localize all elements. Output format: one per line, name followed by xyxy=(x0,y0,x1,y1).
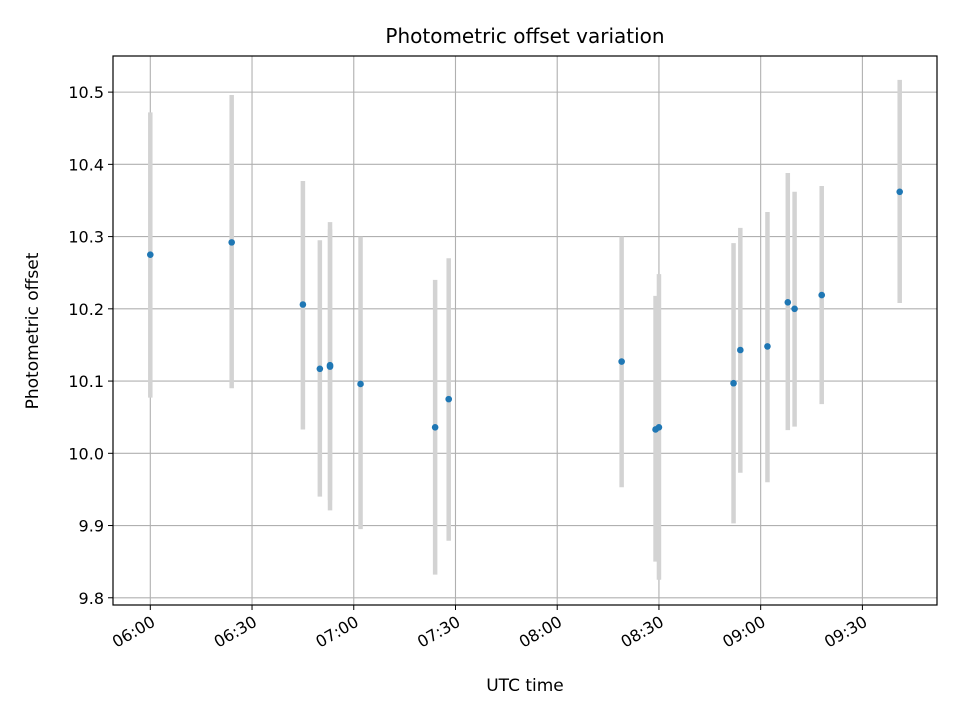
error-bars xyxy=(148,79,902,580)
x-axis-ticks: 06:00 06:30 07:00 07:30 08:00 08:30 09:00 09:30 xyxy=(109,605,870,652)
data-point xyxy=(818,291,826,299)
x-tick-label: 07:00 xyxy=(312,612,361,652)
data-point xyxy=(618,358,625,365)
plot-frame xyxy=(112,55,938,606)
x-tick-label: 06:00 xyxy=(109,612,158,652)
data-point xyxy=(896,188,903,196)
y-axis-ticks: 9.8 9.9 10.0 10.1 10.2 10.3 10.4 10.5 xyxy=(68,83,113,608)
x-tick-label: 07:30 xyxy=(414,612,463,652)
x-tick-label: 09:30 xyxy=(821,612,870,652)
data-point xyxy=(791,305,798,313)
x-tick-label: 09:00 xyxy=(719,612,768,652)
data-point xyxy=(316,365,324,373)
y-tick-label: 10.0 xyxy=(68,444,104,463)
x-tick-label: 08:00 xyxy=(516,612,565,652)
data-point xyxy=(445,395,453,403)
data-point xyxy=(655,423,663,431)
data-point xyxy=(326,361,334,369)
y-tick-label: 10.1 xyxy=(68,372,104,391)
x-tick-label: 06:30 xyxy=(211,612,260,652)
data-point xyxy=(299,301,307,308)
y-tick-label: 9.8 xyxy=(79,589,104,608)
y-tick-label: 10.4 xyxy=(68,155,104,174)
y-tick-label: 10.2 xyxy=(68,300,104,319)
data-point xyxy=(228,239,235,246)
data-point xyxy=(431,423,439,431)
x-axis-label: UTC time xyxy=(486,676,564,696)
y-axis-label: Photometric offset xyxy=(23,252,43,409)
data-point xyxy=(147,251,154,258)
data-point xyxy=(784,299,792,306)
data-point xyxy=(764,343,771,350)
y-tick-label: 10.3 xyxy=(68,228,104,247)
y-tick-label: 9.9 xyxy=(79,517,104,536)
chart-title: Photometric offset variation xyxy=(385,24,664,48)
data-point xyxy=(737,346,744,354)
grid xyxy=(113,56,937,605)
data-point xyxy=(357,380,364,388)
data-points xyxy=(147,188,903,433)
y-tick-label: 10.5 xyxy=(68,83,104,102)
x-tick-label: 08:30 xyxy=(618,612,667,652)
data-point xyxy=(730,379,737,387)
